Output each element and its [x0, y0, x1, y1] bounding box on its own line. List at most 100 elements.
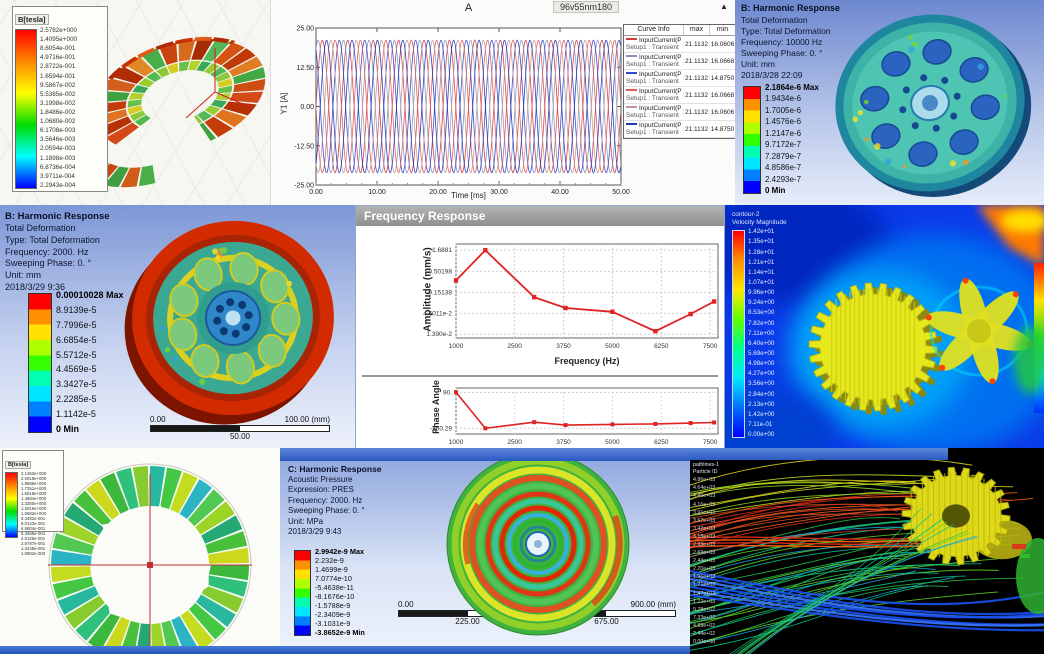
scale-ruler: 0.00 450.00 900.00 (mm) 225.00 675.00: [398, 600, 676, 627]
legend-value: 1.0682e+000: [21, 511, 47, 516]
curve-legend-row: InputCurrent(PhaseF) Setup1 : Transient …: [624, 121, 735, 138]
scale-ruler: 0.00 100.00 (mm) 50.00: [150, 415, 330, 441]
legend-value: 3.3427e-5: [56, 379, 97, 390]
series-max: 21.1132: [683, 125, 708, 133]
x-axis-label: Time [ms]: [451, 191, 486, 200]
legend-value: 4.40e+03: [693, 493, 716, 500]
field-legend-box: B[tesla] 2.5782e+000 1.4095e+000 8.6054e-0…: [12, 6, 108, 192]
legend-value: 1.3448e-001: [21, 546, 46, 551]
curve-info-label: Curve Info: [637, 26, 670, 33]
plot-title: A: [464, 2, 473, 14]
svg-text:3750: 3750: [556, 439, 571, 446]
legend-value: 1.4684e+000: [21, 496, 47, 501]
series-color-swatch: [626, 38, 637, 40]
ruler-bar: [150, 425, 330, 432]
deformation-legend: 2.1864e-6 Max 1.9434e-6 1.7005e-6 1.4576e-6…: [743, 83, 819, 195]
result-info-line: 2018/3/29 9:43: [288, 527, 342, 536]
svg-text:30.00: 30.00: [490, 189, 508, 196]
ruler-0: 0.00: [398, 600, 414, 609]
legend-value: 1.0902e-003: [21, 551, 46, 556]
svg-text:10.00: 10.00: [368, 189, 386, 196]
legend-value: 3.56e+00: [748, 380, 775, 388]
min-col-label: min: [709, 25, 735, 35]
svg-text:0.00: 0.00: [309, 189, 323, 196]
result-title: B: Harmonic Response: [5, 211, 110, 222]
legend-value: 5.5385e-002: [40, 90, 76, 98]
window-titlebar[interactable]: [280, 448, 690, 461]
legend-value: 1.8486e-002: [40, 108, 76, 116]
legend-value: 2.232e-9: [315, 556, 344, 565]
legend-value: 7.11e-01: [748, 420, 773, 428]
legend-value: 1.07e+01: [748, 278, 775, 286]
legend-value: 8.53e+00: [748, 309, 775, 317]
series-min: 14.8750: [709, 125, 735, 133]
svg-text:Frequency (Hz): Frequency (Hz): [554, 356, 619, 366]
legend-value: 6.8736e-004: [40, 163, 76, 171]
legend-value: 0 Min: [56, 423, 80, 434]
legend-value: 8.0143e-001: [21, 521, 46, 526]
legend-value: 1.28e+01: [748, 248, 775, 256]
field-legend-title: B[tesla]: [5, 461, 32, 469]
series-min: 16.0606: [709, 40, 735, 48]
legend-value: 1.9434e-6: [765, 94, 802, 104]
legend-value: 1.7351e+000: [21, 486, 47, 491]
legend-value: 8.9139e-5: [56, 304, 97, 315]
ruler-675: 675.00: [594, 617, 619, 626]
legend-value: 8.6054e-001: [40, 45, 76, 53]
legend-value: 1.4699e-9: [315, 565, 348, 574]
legend-value: 0.00e+00: [693, 639, 716, 646]
window-titlebar[interactable]: Frequency Response: [356, 206, 724, 226]
curve-legend-row: InputCurrent(PhaseB) Setup1 : Transient …: [624, 53, 735, 70]
series-max: 21.1132: [683, 40, 708, 48]
legend-value: 2.9942e-9 Max: [315, 547, 365, 556]
result-info-line: Type: Total Deformation: [741, 25, 831, 36]
curve-info-legend: Curve Info max min InputCurrent(PhaseA) …: [623, 24, 735, 139]
legend-value: 4.98e+00: [748, 360, 775, 368]
legend-value: 2.4293e-7: [765, 174, 802, 184]
result-info-line: Unit: MPa: [288, 516, 324, 526]
field-legend-box: B[tesla] 2.1353e+000 2.0019e+000 1.8685e+0…: [2, 450, 64, 556]
svg-text:0.15138: 0.15138: [429, 289, 453, 296]
legend-value: 4.16e+03: [693, 501, 716, 508]
result-info-line: Expression: PRES: [288, 485, 354, 495]
legend-value: 6.6804e-001: [21, 526, 46, 531]
legend-value: 0 Min: [765, 185, 786, 195]
legend-value: 1.2147e-6: [765, 128, 802, 138]
svg-text:6250: 6250: [654, 343, 669, 350]
legend-value: 1.1898e-003: [40, 154, 76, 162]
color-scale-bar: [5, 472, 18, 538]
legend-header-line: Velocity Magnitude: [732, 219, 787, 227]
series-min: 16.0606: [709, 108, 735, 116]
series-setup: Setup1 : Transient: [626, 129, 679, 136]
series-setup: Setup1 : Transient: [626, 78, 679, 85]
result-info-line: 2018/3/29 9:36: [5, 281, 66, 292]
color-scale-bar: [743, 86, 761, 194]
plot-window-tab[interactable]: 96v55nm180: [553, 1, 620, 13]
legend-value: 1.71e+03: [693, 582, 716, 589]
legend-header-line: contour-2: [732, 211, 760, 218]
legend-value: 2.44e+03: [693, 558, 716, 565]
result-title: C: Harmonic Response: [288, 464, 382, 474]
series-color-swatch: [626, 72, 637, 74]
result-info-line: Frequency: 2000. Hz: [288, 495, 363, 505]
legend-value: 1.0680e-002: [40, 118, 76, 126]
panel-harmonic-response-2000hz: B: Harmonic Response Total Deformation Ty…: [0, 205, 355, 450]
field-legend-title: B[tesla]: [15, 14, 49, 25]
legend-value: 2.6787e-001: [21, 541, 46, 546]
series-name: InputCurrent(PhaseC): [639, 71, 681, 78]
result-info-line: Type: Total Deformation: [5, 235, 100, 246]
legend-value: 9.78e+02: [693, 606, 716, 613]
svg-text:-12.50: -12.50: [294, 143, 314, 150]
legend-value: 1.6594e-001: [40, 72, 76, 80]
result-info-line: Sweeping Phase: 0. °: [288, 506, 365, 516]
window-icon: ▲: [720, 2, 728, 11]
legend-value: 1.8685e+000: [21, 481, 47, 486]
legend-value: 7.33e+02: [693, 614, 716, 621]
legend-value: 1.4576e-6: [765, 117, 802, 127]
legend-value: 3.1998e-002: [40, 99, 76, 107]
window-titlebar-fragment[interactable]: [690, 448, 948, 460]
series-setup: Setup1 : Transient: [626, 44, 679, 51]
legend-value: -1.5788e-9: [315, 601, 351, 610]
